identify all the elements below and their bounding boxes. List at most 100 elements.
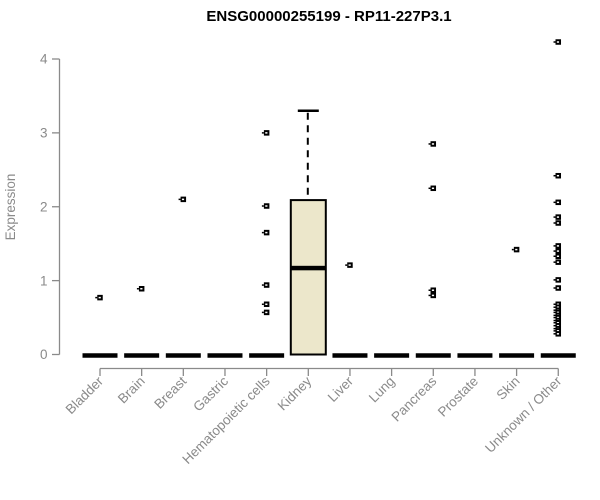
outlier-point-tick-unknown-other xyxy=(553,279,556,281)
outlier-point-notch-unknown-other xyxy=(556,321,560,324)
outlier-point-notch-hematopoietic-cells xyxy=(265,311,268,314)
median-dash-bladder xyxy=(82,353,118,358)
outlier-point-tick-unknown-other xyxy=(553,333,556,335)
outlier-point-tick-bladder xyxy=(95,296,98,299)
x-tick-label-breast: Breast xyxy=(151,373,189,411)
outlier-point-tick-pancreas xyxy=(428,289,431,291)
outlier-point-notch-unknown-other xyxy=(556,255,560,257)
outlier-point-tick-unknown-other xyxy=(553,324,556,327)
y-tick-label: 0 xyxy=(40,347,48,362)
outlier-point-notch-unknown-other xyxy=(556,324,560,327)
outlier-point-notch-unknown-other xyxy=(556,303,560,306)
y-tick-label: 2 xyxy=(40,199,48,214)
outlier-point-notch-unknown-other xyxy=(556,216,560,218)
outlier-point-notch-pancreas xyxy=(431,187,435,190)
outlier-point-notch-unknown-other xyxy=(556,41,560,43)
outlier-point-notch-pancreas xyxy=(431,294,435,297)
outlier-point-notch-unknown-other xyxy=(556,306,560,308)
x-tick-label-liver: Liver xyxy=(325,373,357,405)
outlier-point-tick-unknown-other xyxy=(553,309,556,311)
x-tick-label-bladder: Bladder xyxy=(63,373,107,417)
outlier-point-tick-brain xyxy=(136,288,139,290)
outlier-point-notch-unknown-other xyxy=(556,261,560,263)
x-tick-label-lung: Lung xyxy=(366,374,398,406)
outlier-point-tick-unknown-other xyxy=(553,306,556,308)
outlier-point-tick-unknown-other xyxy=(553,261,556,263)
outlier-point-tick-unknown-other xyxy=(553,222,556,224)
outlier-point-tick-liver xyxy=(345,264,348,266)
outlier-point-notch-hematopoietic-cells xyxy=(265,284,268,286)
outlier-point-tick-unknown-other xyxy=(553,319,556,322)
outlier-point-notch-unknown-other xyxy=(556,279,560,281)
outlier-point-tick-unknown-other xyxy=(553,314,556,317)
outlier-point-notch-unknown-other xyxy=(556,287,560,289)
outlier-point-notch-pancreas xyxy=(431,289,435,291)
outlier-point-notch-unknown-other xyxy=(556,330,560,332)
outlier-point-tick-skin xyxy=(511,248,514,251)
outlier-point-tick-pancreas xyxy=(428,187,431,190)
y-tick-label: 4 xyxy=(40,52,48,67)
outlier-point-notch-bladder xyxy=(98,296,101,299)
outlier-point-tick-hematopoietic-cells xyxy=(261,205,264,207)
outlier-point-tick-unknown-other xyxy=(553,321,556,324)
box-kidney xyxy=(289,199,327,356)
outlier-point-tick-unknown-other xyxy=(553,250,556,252)
outlier-point-notch-unknown-other xyxy=(556,222,560,224)
y-tick-label: 1 xyxy=(40,273,48,288)
median-dash-gastric xyxy=(207,353,243,358)
outlier-point-tick-hematopoietic-cells xyxy=(261,231,264,234)
median-dash-pancreas xyxy=(415,353,451,358)
outlier-point-tick-unknown-other xyxy=(553,174,556,177)
outlier-point-notch-pancreas xyxy=(431,143,435,145)
outlier-point-tick-hematopoietic-cells xyxy=(261,303,264,306)
outlier-point-tick-unknown-other xyxy=(553,245,556,247)
median-dash-lung xyxy=(374,353,410,358)
x-tick-label-skin: Skin xyxy=(494,374,523,403)
median-dash-prostate xyxy=(457,353,493,358)
outlier-point-notch-unknown-other xyxy=(556,311,560,314)
outlier-point-tick-unknown-other xyxy=(553,255,556,257)
outlier-point-tick-breast xyxy=(178,198,181,201)
x-tick-label-unknown-other: Unknown / Other xyxy=(482,373,565,456)
outlier-point-notch-brain xyxy=(140,288,143,290)
outlier-point-notch-unknown-other xyxy=(556,174,560,177)
median-dash-hematopoietic-cells xyxy=(249,353,285,358)
outlier-point-notch-hematopoietic-cells xyxy=(265,303,268,306)
x-tick-label-brain: Brain xyxy=(115,374,148,407)
x-tick-label-pancreas: Pancreas xyxy=(388,373,439,424)
median-line-kidney xyxy=(290,265,326,271)
y-axis-title: Expression xyxy=(3,174,18,241)
outlier-point-tick-unknown-other xyxy=(553,216,556,218)
outlier-point-tick-unknown-other xyxy=(553,327,556,330)
outlier-point-notch-liver xyxy=(348,264,351,266)
outlier-point-notch-skin xyxy=(515,248,518,251)
chart-title: ENSG00000255199 - RP11-227P3.1 xyxy=(206,8,451,25)
outlier-point-tick-unknown-other xyxy=(553,311,556,314)
outlier-point-notch-unknown-other xyxy=(556,201,560,204)
outlier-point-tick-hematopoietic-cells xyxy=(261,311,264,314)
x-tick-label-prostate: Prostate xyxy=(435,374,481,420)
x-tick-label-kidney: Kidney xyxy=(275,373,315,413)
outlier-point-notch-hematopoietic-cells xyxy=(265,132,268,134)
outlier-point-tick-pancreas xyxy=(428,294,431,297)
outlier-point-tick-unknown-other xyxy=(553,41,556,43)
outlier-point-notch-unknown-other xyxy=(556,316,560,319)
outlier-point-notch-unknown-other xyxy=(556,250,560,252)
median-dash-brain xyxy=(124,353,160,358)
outlier-point-tick-unknown-other xyxy=(553,201,556,204)
x-tick-label-gastric: Gastric xyxy=(190,373,231,414)
outlier-point-notch-hematopoietic-cells xyxy=(265,205,268,207)
outlier-point-tick-hematopoietic-cells xyxy=(261,284,264,286)
outlier-point-tick-unknown-other xyxy=(553,303,556,306)
y-tick-label: 3 xyxy=(40,126,48,141)
outlier-point-tick-unknown-other xyxy=(553,330,556,332)
median-dash-skin xyxy=(499,353,535,358)
outlier-point-tick-hematopoietic-cells xyxy=(261,132,264,134)
outlier-point-tick-unknown-other xyxy=(553,316,556,319)
outlier-point-notch-unknown-other xyxy=(556,245,560,247)
outlier-point-notch-hematopoietic-cells xyxy=(265,231,268,234)
median-dash-breast xyxy=(165,353,201,358)
